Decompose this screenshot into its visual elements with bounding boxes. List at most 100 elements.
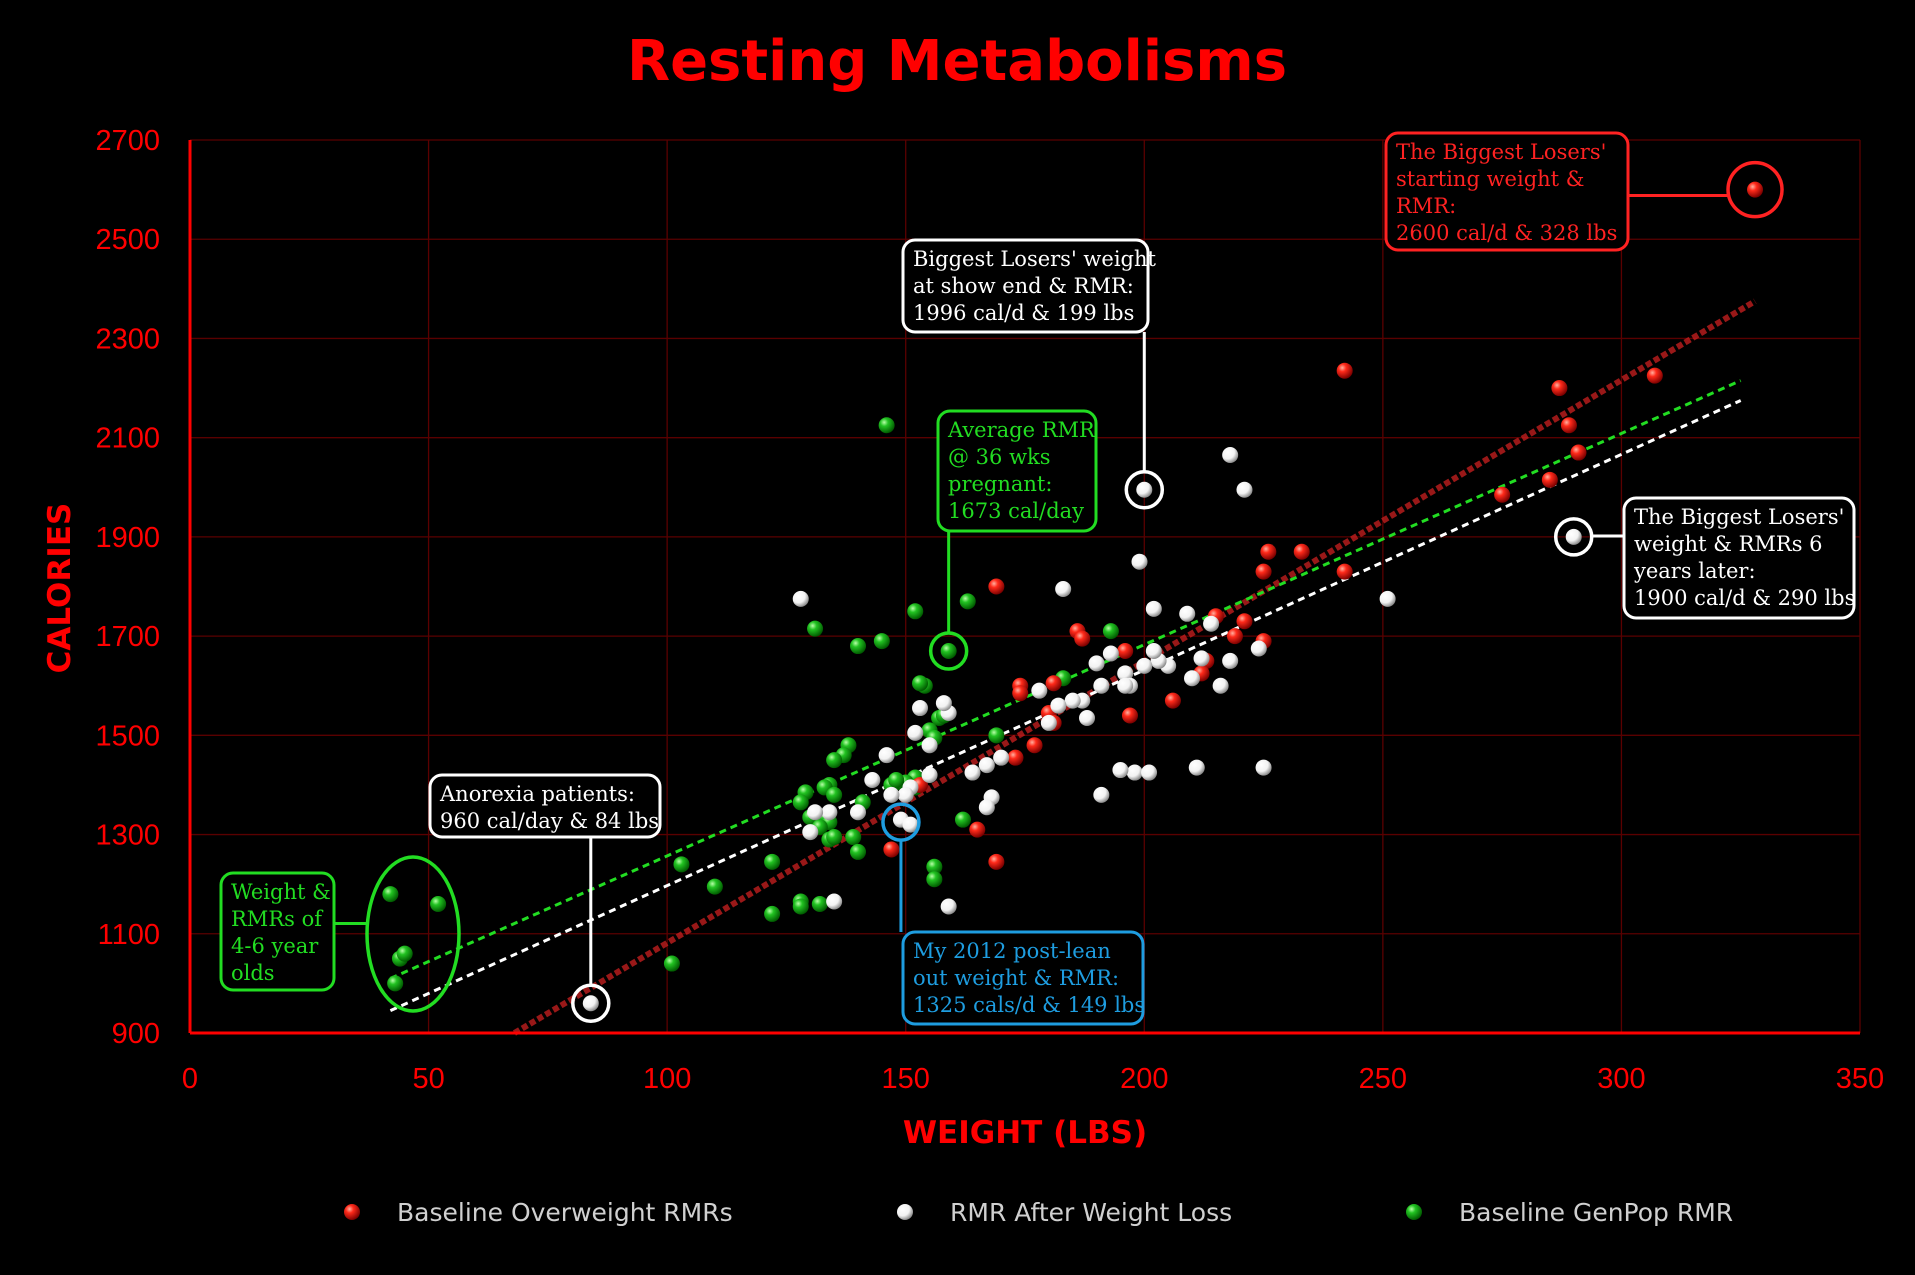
annotation-post-lean: My 2012 post-lean out weight & RMR: 1325 c… [881, 802, 1145, 1026]
legend-marker [1406, 1204, 1422, 1220]
data-point [1193, 650, 1210, 667]
data-point [764, 905, 781, 922]
x-tick-label: 150 [882, 1063, 930, 1095]
y-tick-label: 1500 [95, 720, 160, 752]
data-point [1040, 714, 1057, 731]
x-tick-label: 300 [1597, 1063, 1645, 1095]
annotation-box [901, 238, 1150, 334]
data-points [382, 181, 1764, 1012]
data-point [821, 804, 838, 821]
annotation-box [1384, 131, 1630, 252]
data-point [1570, 444, 1587, 461]
data-point [706, 878, 723, 895]
x-tick-label: 50 [412, 1063, 444, 1095]
data-point [811, 896, 828, 913]
data-point [764, 853, 781, 870]
legend-marker [897, 1204, 913, 1220]
data-point [850, 638, 866, 655]
legend-label: Baseline Overweight RMRs [397, 1198, 733, 1227]
trendline [512, 298, 1757, 1036]
annotation-text: out weight & RMR: [913, 966, 1119, 990]
annotation-text: The Biggest Losers' [1396, 140, 1606, 164]
data-point [1541, 471, 1558, 488]
data-point [1102, 645, 1119, 662]
data-point [926, 871, 943, 888]
x-tick-label: 0 [182, 1063, 198, 1095]
x-axis-label: WEIGHT (LBS) [903, 1115, 1147, 1151]
annotation-children: Weight & RMRs of 4-6 year olds [219, 855, 461, 1013]
data-point [1145, 600, 1162, 617]
data-point [1031, 682, 1048, 699]
data-point [792, 590, 809, 607]
data-point [993, 749, 1010, 766]
data-point [802, 824, 819, 841]
annotation-text: 1673 cal/day [948, 499, 1084, 523]
data-point [792, 794, 809, 811]
data-point [826, 752, 843, 769]
highlight-ring [571, 983, 611, 1023]
data-point [1203, 615, 1220, 632]
annotation-text: 1900 cal/d & 290 lbs [1634, 586, 1855, 610]
chart-title: Resting Metabolisms [627, 29, 1287, 94]
annotation-text: My 2012 post-lean [913, 939, 1111, 963]
data-point [1293, 543, 1310, 560]
data-point [1126, 764, 1143, 781]
annotation-text: 4-6 year [231, 934, 319, 958]
annotation-text: RMR: [1396, 194, 1456, 218]
data-point [1236, 613, 1253, 630]
annotation-text: at show end & RMR: [913, 274, 1134, 298]
annotation-biggest-losers-6yr: The Biggest Losers' weight & RMRs 6 years … [1553, 496, 1856, 620]
annotation-text: olds [231, 961, 275, 985]
annotation-text: 960 cal/day & 84 lbs [440, 809, 659, 833]
data-point [1188, 759, 1205, 776]
data-point [1255, 759, 1272, 776]
data-point [888, 771, 905, 788]
data-point [807, 804, 824, 821]
data-point [1260, 543, 1277, 560]
data-point [1088, 655, 1105, 672]
data-point [1102, 623, 1119, 640]
data-point [387, 975, 404, 992]
data-point [897, 786, 914, 803]
data-point [673, 856, 690, 873]
annotation-text: pregnant: [948, 472, 1052, 496]
highlight-ring [1553, 517, 1594, 557]
data-point [883, 786, 900, 803]
legend-marker [344, 1204, 360, 1220]
data-point [1164, 692, 1181, 709]
highlight-ellipse [365, 855, 461, 1013]
data-point [969, 821, 986, 838]
data-point [902, 816, 919, 833]
data-point [1551, 380, 1568, 397]
data-point [959, 593, 976, 610]
data-point [1336, 362, 1353, 379]
data-point [826, 786, 843, 803]
data-point [940, 898, 957, 915]
data-point [1336, 563, 1353, 580]
data-point [1184, 670, 1200, 687]
legend-label: RMR After Weight Loss [950, 1198, 1232, 1227]
data-point [912, 675, 929, 692]
data-point [1055, 580, 1072, 597]
annotation-text: The Biggest Losers' [1634, 505, 1844, 529]
data-point [1255, 563, 1272, 580]
data-point [826, 829, 843, 846]
highlight-ring [1726, 160, 1784, 219]
y-tick-label: 2500 [95, 224, 160, 256]
annotation-text: weight & RMRs 6 [1634, 532, 1823, 556]
data-point [1222, 447, 1239, 464]
legend-label: Baseline GenPop RMR [1459, 1198, 1733, 1227]
data-point [988, 727, 1005, 744]
y-tick-label: 1300 [95, 820, 160, 852]
data-point [954, 811, 971, 828]
annotation-box [428, 773, 662, 839]
data-point [1136, 481, 1153, 498]
data-point [1117, 642, 1134, 659]
data-point [1212, 677, 1229, 694]
data-point [1236, 481, 1253, 498]
data-point [1117, 677, 1134, 694]
data-point [1250, 640, 1267, 657]
highlight-ring [1124, 470, 1165, 510]
data-point [1121, 707, 1138, 724]
data-point [430, 896, 447, 913]
